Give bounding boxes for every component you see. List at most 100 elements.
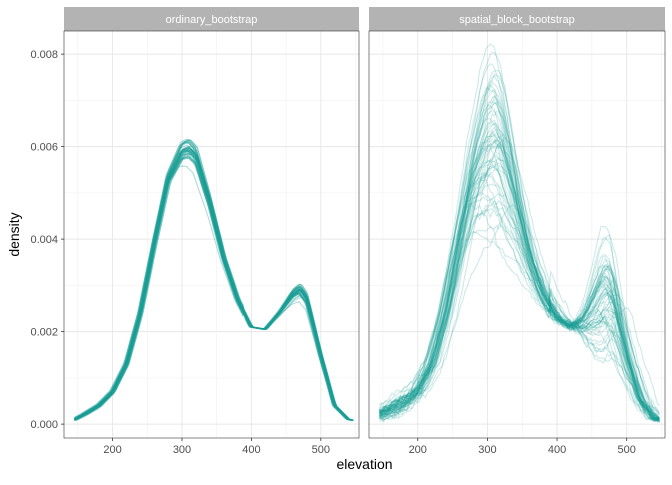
y-axis-title: density bbox=[6, 212, 22, 256]
density-curve-replicate bbox=[378, 132, 660, 421]
density-curve-replicate bbox=[74, 151, 354, 421]
density-curve-replicate bbox=[74, 155, 354, 421]
x-tick-label: 400 bbox=[242, 444, 260, 456]
density-curve-replicate bbox=[378, 138, 660, 420]
density-curve-replicate bbox=[74, 153, 354, 421]
density-curve-replicate bbox=[378, 154, 660, 423]
density-curve-replicate bbox=[379, 73, 660, 422]
density-curve-replicate bbox=[378, 109, 660, 423]
density-curve-replicate bbox=[74, 150, 354, 421]
density-curve-replicate bbox=[379, 193, 660, 421]
density-curve-replicate bbox=[74, 148, 354, 421]
density-curve-replicate bbox=[74, 138, 354, 421]
density-curve-replicate bbox=[74, 149, 354, 421]
x-tick-label: 500 bbox=[312, 444, 330, 456]
density-curve-replicate bbox=[379, 145, 660, 421]
density-curve-replicate bbox=[379, 128, 660, 420]
density-curve-replicate bbox=[74, 156, 354, 421]
density-curve-replicate bbox=[378, 142, 660, 421]
x-axis-title: elevation bbox=[336, 456, 392, 472]
density-curve-replicate bbox=[379, 69, 660, 420]
panel-border bbox=[63, 30, 360, 439]
panel-ordinary-bootstrap: ordinary_bootstrap bbox=[63, 7, 360, 439]
density-curve-replicate bbox=[74, 140, 354, 421]
density-curve-replicate bbox=[378, 119, 660, 421]
x-tick-label: 500 bbox=[618, 444, 636, 456]
density-curve-replicate bbox=[379, 223, 660, 421]
density-curve-replicate bbox=[378, 118, 660, 420]
density-curve-replicate bbox=[379, 199, 660, 420]
density-curve-replicate bbox=[378, 230, 660, 420]
density-curve-replicate bbox=[378, 196, 660, 423]
density-curve-replicate bbox=[378, 80, 660, 419]
density-curve-replicate bbox=[378, 141, 660, 422]
x-tick-label: 300 bbox=[478, 444, 496, 456]
density-curve-replicate bbox=[74, 141, 354, 421]
panel-spatial-block-bootstrap: spatial_block_bootstrap bbox=[368, 7, 666, 439]
density-curve-replicate bbox=[74, 156, 354, 421]
density-curve-replicate bbox=[379, 160, 660, 422]
density-curve-replicate bbox=[379, 156, 660, 423]
density-curve-replicate bbox=[74, 149, 354, 421]
density-curve-replicate bbox=[378, 166, 660, 423]
y-tick-label: 0.002 bbox=[30, 327, 58, 339]
density-curve-replicate bbox=[74, 148, 354, 421]
x-tick-label: 200 bbox=[103, 444, 121, 456]
facet-label-spatial-block-bootstrap: spatial_block_bootstrap bbox=[459, 14, 575, 26]
density-curve-replicate bbox=[74, 151, 354, 421]
facet-strip-ordinary-bootstrap bbox=[64, 7, 359, 31]
density-curve-replicate bbox=[378, 122, 660, 420]
x-tick-label: 400 bbox=[548, 444, 566, 456]
density-curve-replicate bbox=[379, 95, 660, 422]
density-curve-replicate bbox=[74, 149, 354, 421]
density-curve-replicate bbox=[74, 165, 354, 421]
density-curve-replicate bbox=[379, 135, 660, 421]
density-curve-replicate bbox=[379, 202, 660, 423]
density-curve-replicate bbox=[74, 140, 354, 421]
density-curve-replicate bbox=[379, 171, 660, 420]
density-curve-replicate bbox=[74, 152, 354, 421]
density-curve-replicate bbox=[74, 147, 354, 421]
density-curve-replicate bbox=[379, 176, 660, 421]
density-curve-replicate bbox=[74, 145, 354, 422]
density-curve-replicate bbox=[379, 183, 660, 420]
density-curve-replicate bbox=[379, 204, 660, 421]
y-axis-ticks: 0.000 0.002 0.004 0.006 0.008 bbox=[30, 49, 64, 431]
density-curve-replicate bbox=[379, 139, 660, 422]
density-curve-replicate bbox=[74, 155, 354, 421]
density-curve-replicate bbox=[74, 144, 354, 421]
density-curve-replicate bbox=[74, 146, 354, 421]
density-curve-replicate bbox=[379, 162, 660, 421]
density-curve-replicate bbox=[379, 94, 660, 421]
density-curve-replicate bbox=[74, 153, 354, 421]
density-curve-replicate bbox=[74, 141, 354, 421]
density-curve-replicate bbox=[74, 149, 354, 421]
density-curve-replicate bbox=[378, 63, 660, 421]
density-curve-replicate bbox=[379, 171, 660, 422]
density-curve-replicate bbox=[379, 110, 660, 420]
density-curve-replicate bbox=[379, 166, 660, 423]
density-curve-replicate bbox=[379, 88, 660, 422]
panel-border bbox=[368, 30, 666, 439]
facet-label-ordinary-bootstrap: ordinary_bootstrap bbox=[166, 14, 258, 26]
density-curve-replicate bbox=[74, 140, 354, 421]
density-curve-replicate bbox=[74, 138, 354, 421]
density-curve-replicate bbox=[379, 159, 660, 419]
density-curve-replicate bbox=[378, 100, 660, 420]
facet-strip-spatial-block-bootstrap bbox=[369, 7, 665, 31]
density-curve-replicate bbox=[379, 132, 660, 421]
density-curve-replicate bbox=[379, 207, 660, 418]
density-curve-replicate bbox=[74, 153, 354, 421]
density-curve-replicate bbox=[74, 145, 354, 421]
x-tick-label: 300 bbox=[173, 444, 191, 456]
y-tick-label: 0.008 bbox=[30, 49, 58, 61]
density-curve-replicate bbox=[379, 102, 660, 422]
density-curve-replicate bbox=[379, 43, 660, 416]
density-curve-replicate bbox=[379, 126, 660, 421]
density-curve-replicate bbox=[74, 147, 354, 421]
density-curve-replicate bbox=[379, 86, 660, 423]
density-curve-replicate bbox=[74, 147, 354, 421]
density-curve-replicate bbox=[379, 136, 660, 423]
